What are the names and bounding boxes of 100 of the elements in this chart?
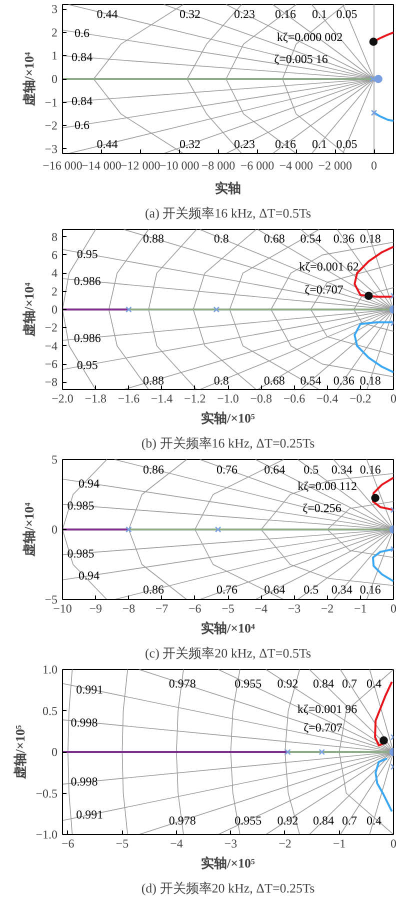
x-tick-label: −1.4 [150,392,173,406]
x-axis-title: 实轴/×10⁵ [201,410,256,426]
annotation: 0.76 [216,582,238,597]
annotation: 0.955 [234,676,262,691]
annotation: 0.991 [76,808,104,822]
annotation: 0.88 [143,373,164,388]
annotation: 0.95 [76,358,98,372]
annotation: 0.978 [168,676,196,691]
y-axis-title: 虚轴/×10⁴ [22,52,37,107]
annotation: 0.92 [277,676,298,691]
y-tick-label: −1 [44,95,58,110]
text: (b) 开关频率16 kHz, ΔT=0.25Ts [141,436,315,450]
annotation: 0.985 [67,498,94,513]
x-tick-label: −6 [188,602,202,616]
annotation: 0.68 [264,232,285,246]
x-tick-label: 0 [390,836,396,850]
annotation: 0.7 [342,813,358,828]
x-tick-label: −6 [62,836,74,850]
annotation: 0.5 [304,462,319,476]
annotation: 0.16 [360,582,381,597]
x-tick-label: −1.8 [84,392,106,406]
annotation: 0.8 [214,232,229,246]
y-tick-label: 3 [52,2,58,16]
annotation: 0.94 [78,476,100,490]
annotation: 0.4 [366,813,382,828]
annotation: 0.44 [96,137,118,152]
x-tick-label: −2 000 [318,158,352,172]
x-axis-title: 实轴 [215,180,241,196]
x-tick-label: −2.0 [52,392,74,406]
y-axis-title: 虚轴/×10⁴ [22,502,37,558]
y-axis-title: 虚轴/×10⁴ [22,282,37,338]
annotation: ζ=0.256 [302,500,342,515]
y-tick-label: 0.5 [42,704,58,718]
annotation: 0.84 [313,813,334,828]
annotation: 0.986 [74,274,101,288]
y-tick-label: 8 [52,230,58,244]
annotation: 0.8 [214,373,229,388]
x-tick-label: −1 [332,836,346,850]
annotation: 0.92 [277,813,298,828]
x-tick-label: −0.4 [316,392,338,406]
annotation: kζ=0.00 112 [298,479,357,494]
annotation: 0.23 [234,6,256,21]
x-tick-label: −12 000 [120,158,160,172]
annotation: kζ=0.001 62 [299,259,359,274]
annotation: 0.4 [366,676,382,691]
text: (c) 开关频率20 kHz, ΔT=0.5Ts [144,646,312,660]
annotation: 0.54 [300,232,322,246]
y-tick-label: 6 [52,248,58,262]
y-tick-label: −2 [44,118,58,133]
annotation: 0.68 [264,373,285,388]
annotation: 0.16 [274,6,296,21]
y-axis-title: 虚轴/×10⁵ [12,724,28,780]
x-tick-label: −10 000 [159,158,200,172]
x-tick-label: −1.6 [118,392,140,406]
x-tick-label: 0 [390,392,396,406]
annotation: 0.34 [331,462,352,476]
annotation: 0.05 [336,6,358,21]
x-tick-label: −14 000 [82,158,122,172]
annotation: 0.86 [143,462,164,476]
annotation: 0.86 [143,582,164,597]
annotation: 0.16 [360,462,381,476]
annotation: 0.18 [360,232,381,246]
annotation: 0.32 [180,137,201,152]
annotation: kζ=0.000 002 [276,30,343,44]
annotation: 0.23 [234,137,256,152]
annotation: 0.6 [74,26,90,40]
y-tick-label: −0.5 [36,786,58,800]
annotation: ζ=0.707 [304,720,342,734]
x-tick-label: −3 [224,836,238,850]
annotation: 0.94 [78,568,100,583]
annotation: 0.88 [143,232,164,246]
x-tick-label: −7 [155,602,168,616]
x-tick-label: 0 [371,158,378,172]
y-tick-label: 2 [52,284,58,298]
annotation: 0.36 [333,373,354,388]
y-tick-label: 2 [52,25,58,40]
y-tick-label: 5 [52,452,58,466]
x-tick-label: −4 [254,602,268,616]
annotation: 0.32 [180,6,201,21]
annotation: 0.998 [70,715,98,730]
y-tick-label: 1.0 [42,662,58,676]
y-tick-label: 1 [52,48,58,63]
annotation: ζ=0.707 [304,282,344,296]
x-tick-label: −16 000 [42,158,82,172]
x-tick-label: 0 [390,602,396,616]
x-tick-label: −2 [320,602,334,616]
y-tick-label: 0 [52,522,58,536]
y-tick-label: −5 [44,592,58,606]
x-tick-label: −9 [89,602,102,616]
x-tick-label: −1 [354,602,367,616]
annotation: 0.84 [71,94,92,108]
annotation: 0.18 [360,373,381,388]
x-tick-label: −3 [288,602,301,616]
x-tick-label: −4 [170,836,183,850]
y-tick-label: −1.0 [36,828,58,842]
x-tick-label: −5 [222,602,234,616]
annotation: 0.16 [274,137,296,152]
annotation: 0.84 [313,676,334,691]
x-tick-label: −1.0 [217,392,239,406]
annotation: kζ=0.001 96 [297,702,358,716]
